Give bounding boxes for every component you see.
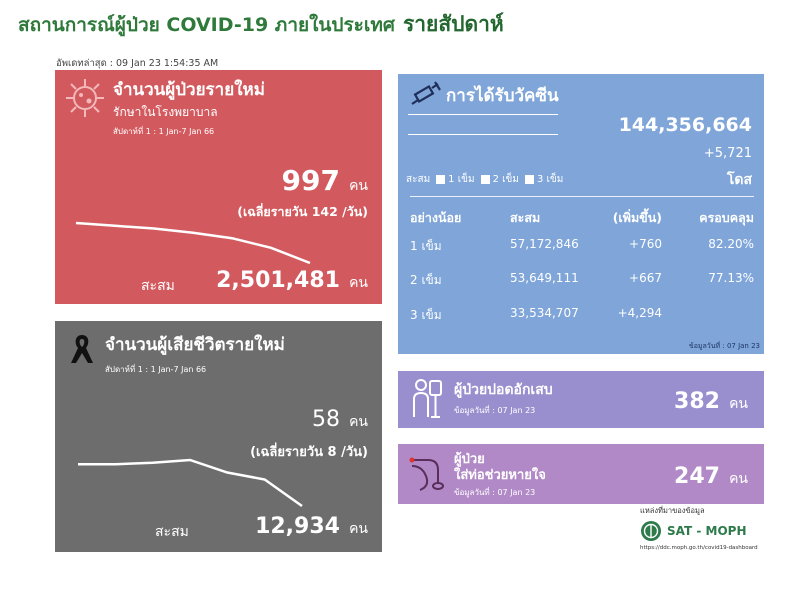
vaccination-data-date: ข้อมูลวันที่ : 07 Jan 23 — [688, 342, 760, 350]
pneumonia-title: ผู้ป่วยปอดอักเสบ — [454, 382, 553, 398]
vaccination-legend-divider — [410, 196, 754, 197]
patient-icon — [413, 379, 442, 418]
pneumonia-unit: คน — [729, 396, 748, 412]
new-deaths-cumulative: 12,934 — [255, 514, 340, 539]
header-coverage: ครอบคลุม — [699, 210, 754, 225]
vaccination-total: 144,356,664 — [618, 114, 752, 136]
ventilator-panel: ผู้ป่วย ใส่ท่อช่วยหายใจ ข้อมูลวันที่ : 0… — [398, 444, 764, 504]
legend-prefix: สะสม — [406, 174, 431, 185]
new-cases-trend-line — [75, 221, 311, 265]
vaccination-increase: +5,721 — [703, 146, 752, 161]
source-url[interactable]: https://ddc.moph.go.th/covid19-dashboard — [640, 545, 758, 551]
header-cumulative: สะสม — [510, 210, 541, 225]
pneumonia-panel: ผู้ป่วยปอดอักเสบ ข้อมูลวันที่ : 07 Jan 2… — [398, 371, 764, 428]
new-deaths-cumulative-group: 12,934 คน — [255, 514, 368, 540]
legend-swatch-1 — [436, 175, 446, 184]
new-deaths-value-group: 58 คน — [312, 407, 368, 433]
header-at-least: อย่างน้อย — [410, 210, 462, 225]
new-cases-title: จำนวนผู้ป่วยรายใหม่ — [113, 80, 265, 100]
data-source: แหล่งที่มาของข้อมูล SAT - MOPH https://d… — [640, 505, 770, 551]
new-cases-cumulative-label: สะสม — [141, 278, 175, 294]
last-updated: อัพเดทล่าสุด : 09 Jan 23 1:54:35 AM — [56, 58, 219, 69]
new-cases-subtitle: รักษาในโรงพยาบาล — [113, 105, 218, 119]
new-cases-average: (เฉลี่ยรายวัน 142 /วัน) — [237, 204, 368, 219]
legend-item-3: 3 เข็ม — [536, 174, 564, 185]
syringe-icon — [411, 81, 441, 105]
pneumonia-value-group: 382 คน — [674, 389, 748, 415]
ventilator-title-line2: ใส่ท่อช่วยหายใจ — [454, 468, 546, 483]
new-cases-cumulative-group: 2,501,481 คน — [216, 268, 368, 294]
new-deaths-unit: คน — [349, 414, 368, 430]
page-title-weekly: รายสัปดาห์ — [402, 12, 504, 36]
new-deaths-title: จำนวนผู้เสียชีวิตรายใหม่ — [105, 335, 285, 355]
new-deaths-cumulative-unit: คน — [349, 521, 368, 537]
black-ribbon-icon — [71, 335, 93, 363]
vaccination-dose-unit: โดส — [726, 172, 752, 188]
dose-label: 2 เข็ม — [410, 273, 442, 287]
new-cases-cumulative-unit: คน — [349, 275, 368, 291]
ventilator-unit: คน — [729, 471, 748, 487]
page-title: สถานการณ์ผู้ป่วย COVID-19 ภายในประเทศ ราย… — [18, 8, 504, 41]
new-cases-value: 997 — [281, 164, 340, 197]
source-org: SAT - MOPH — [667, 524, 747, 538]
source-label: แหล่งที่มาของข้อมูล — [640, 506, 705, 515]
dose-increase: +760 — [629, 237, 662, 251]
new-cases-value-group: 997 คน — [282, 164, 368, 197]
breathing-tube-icon — [409, 457, 444, 491]
dose-label: 3 เข็ม — [410, 308, 442, 322]
new-deaths-average: (เฉลี่ยรายวัน 8 /วัน) — [250, 445, 368, 460]
vaccination-title: การได้รับวัคซีน — [446, 86, 559, 106]
dose-cumulative: 33,534,707 — [510, 306, 579, 320]
new-deaths-panel: จำนวนผู้เสียชีวิตรายใหม่ สัปดาห์ที่ 1 : … — [55, 321, 382, 552]
new-deaths-trend-line — [78, 458, 303, 508]
dose-cumulative: 57,172,846 — [510, 237, 579, 251]
dose-increase: +4,294 — [617, 306, 662, 320]
new-deaths-cumulative-label: สะสม — [155, 524, 189, 540]
pneumonia-data-date: ข้อมูลวันที่ : 07 Jan 23 — [454, 406, 536, 415]
new-cases-week: สัปดาห์ที่ 1 : 1 Jan-7 Jan 66 — [113, 127, 215, 136]
pneumonia-value: 382 — [674, 389, 720, 414]
new-cases-panel: จำนวนผู้ป่วยรายใหม่ รักษาในโรงพยาบาล สัป… — [55, 70, 382, 304]
vaccination-divider — [408, 134, 558, 135]
legend-swatch-2 — [480, 175, 490, 184]
new-deaths-week: สัปดาห์ที่ 1 : 1 Jan-7 Jan 66 — [105, 365, 207, 374]
dose-coverage: 77.13% — [708, 271, 754, 285]
dose-label: 1 เข็ม — [410, 239, 442, 253]
legend-swatch-3 — [524, 175, 534, 184]
vaccination-title-divider — [408, 114, 558, 115]
ventilator-title-line1: ผู้ป่วย — [454, 452, 485, 467]
dose-increase: +667 — [629, 271, 662, 285]
moph-logo-icon — [641, 521, 661, 541]
ventilator-value: 247 — [674, 464, 720, 489]
page-title-text: สถานการณ์ผู้ป่วย COVID-19 ภายในประเทศ — [18, 14, 395, 36]
vaccination-legend: สะสม 1 เข็ม 2 เข็ม 3 เข็ม — [406, 172, 563, 187]
source-org-row: SAT - MOPH — [640, 520, 770, 542]
new-deaths-value: 58 — [311, 407, 340, 432]
new-cases-unit: คน — [349, 178, 368, 194]
virus-icon — [66, 79, 104, 117]
vaccination-panel: การได้รับวัคซีน 144,356,664 +5,721 โดส ส… — [398, 74, 764, 354]
header-increase: (เพิ่มขึ้น) — [612, 210, 662, 225]
legend-item-1: 1 เข็ม — [448, 174, 475, 185]
ventilator-data-date: ข้อมูลวันที่ : 07 Jan 23 — [454, 488, 536, 497]
dose-coverage: 82.20% — [708, 237, 754, 251]
dose-cumulative: 53,649,111 — [510, 271, 579, 285]
ventilator-value-group: 247 คน — [674, 464, 748, 490]
legend-item-2: 2 เข็ม — [492, 174, 519, 185]
new-cases-cumulative: 2,501,481 — [216, 268, 340, 293]
